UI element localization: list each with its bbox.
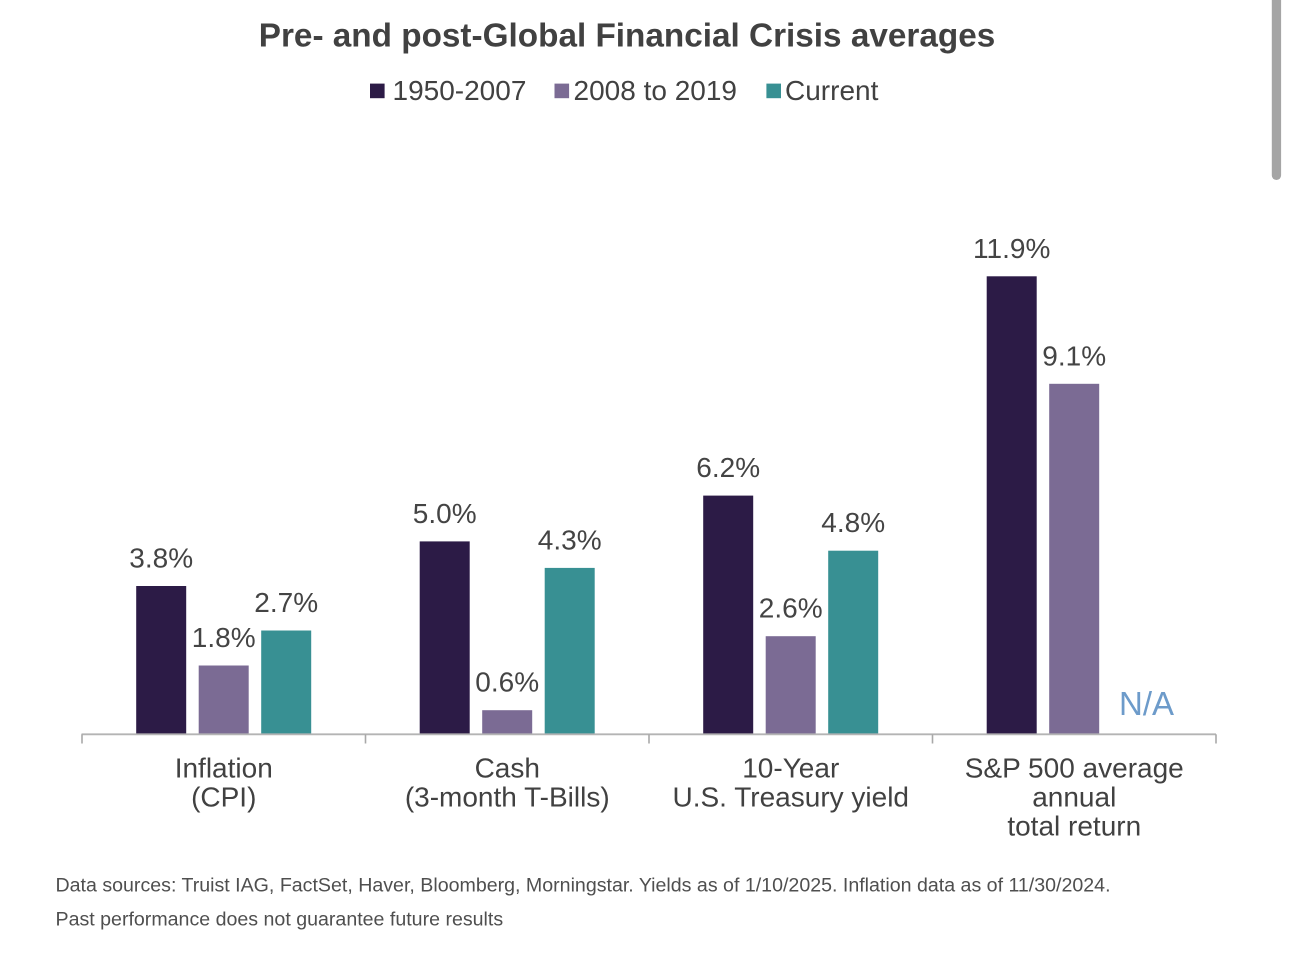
svg-text:3.8%: 3.8% bbox=[129, 543, 193, 574]
svg-text:annual: annual bbox=[1032, 782, 1116, 813]
svg-text:Data sources: Truist IAG, Fact: Data sources: Truist IAG, FactSet, Haver… bbox=[56, 875, 1111, 897]
svg-text:Inflation: Inflation bbox=[175, 753, 273, 784]
svg-text:10-Year: 10-Year bbox=[742, 753, 839, 784]
svg-text:Pre- and post-Global Financial: Pre- and post-Global Financial Crisis av… bbox=[259, 18, 995, 55]
svg-text:U.S. Treasury yield: U.S. Treasury yield bbox=[672, 782, 909, 813]
svg-text:S&P 500 average: S&P 500 average bbox=[965, 753, 1184, 784]
svg-text:N/A: N/A bbox=[1119, 685, 1174, 722]
svg-text:6.2%: 6.2% bbox=[696, 452, 760, 483]
svg-text:1.8%: 1.8% bbox=[192, 622, 256, 653]
svg-text:0.6%: 0.6% bbox=[475, 667, 539, 698]
svg-text:(3-month T-Bills): (3-month T-Bills) bbox=[405, 782, 610, 813]
svg-text:1950-2007: 1950-2007 bbox=[393, 75, 527, 106]
svg-text:Cash: Cash bbox=[475, 753, 540, 784]
svg-text:9.1%: 9.1% bbox=[1042, 340, 1106, 371]
svg-text:2008 to 2019: 2008 to 2019 bbox=[574, 75, 738, 106]
svg-text:11.9%: 11.9% bbox=[973, 233, 1050, 264]
svg-text:5.0%: 5.0% bbox=[413, 498, 477, 529]
svg-text:Past performance does not guar: Past performance does not guarantee futu… bbox=[56, 908, 504, 930]
svg-text:total return: total return bbox=[1007, 811, 1141, 842]
svg-text:(CPI): (CPI) bbox=[191, 782, 256, 813]
svg-text:2.7%: 2.7% bbox=[254, 587, 318, 618]
svg-text:4.3%: 4.3% bbox=[538, 524, 602, 555]
svg-text:Current: Current bbox=[785, 75, 879, 106]
svg-text:4.8%: 4.8% bbox=[821, 507, 885, 538]
svg-text:2.6%: 2.6% bbox=[759, 593, 823, 624]
